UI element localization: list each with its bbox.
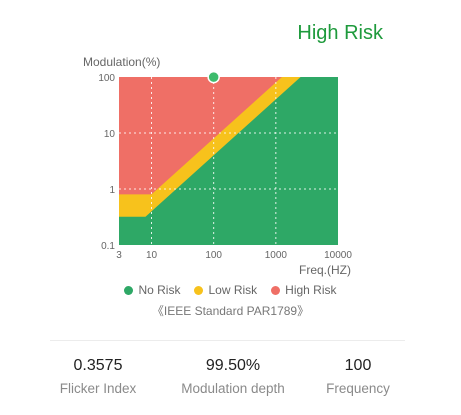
x-tick-label: 10 <box>146 250 158 261</box>
legend-item-low-risk: Low Risk <box>194 283 257 297</box>
metric-modulation-depth: 99.50% Modulation depth <box>181 357 285 396</box>
flicker-risk-chart: Modulation(%) 3 10 100 1000 10000 100 10 1 0.1 F… <box>83 55 352 277</box>
legend-dot-icon <box>194 285 204 295</box>
divider <box>50 340 405 341</box>
measured-point <box>207 70 220 84</box>
y-tick-label: 0.1 <box>101 241 115 252</box>
standard-reference: 《IEEE Standard PAR1789》 <box>151 304 310 318</box>
legend-item-no-risk: No Risk <box>124 283 180 297</box>
metric-value: 99.50% <box>205 357 261 374</box>
no-risk-region <box>119 77 338 245</box>
risk-status-title: High Risk <box>297 22 383 44</box>
legend-label: No Risk <box>138 283 181 297</box>
metric-value: 100 <box>344 357 372 374</box>
legend: No Risk Low Risk High Risk <box>0 283 461 297</box>
plot-area <box>119 70 338 245</box>
x-tick-label: 100 <box>205 250 222 261</box>
y-axis-label: Modulation(%) <box>83 55 160 69</box>
metric-flicker-index: 0.3575 Flicker Index <box>60 357 137 396</box>
chart-svg: Modulation(%) 3 10 100 1000 10000 100 10 1 0.1 F… <box>83 55 352 277</box>
x-tick-label: 1000 <box>265 250 288 261</box>
x-tick-label: 10000 <box>324 250 352 261</box>
legend-label: High Risk <box>285 283 337 297</box>
legend-dot-icon <box>271 285 281 295</box>
y-tick-label: 1 <box>109 185 115 196</box>
y-tick-label: 10 <box>104 129 116 140</box>
metric-label: Modulation depth <box>181 381 285 396</box>
tick-labels: 3 10 100 1000 10000 100 10 1 0.1 <box>98 73 352 261</box>
metric-frequency: 100 Frequency <box>326 357 390 396</box>
x-axis-label: Freq.(HZ) <box>299 263 351 277</box>
legend-dot-icon <box>124 285 134 295</box>
y-tick-label: 100 <box>98 73 115 84</box>
metrics-row: 0.3575 Flicker Index 99.50% Modulation d… <box>0 357 461 407</box>
metric-label: Frequency <box>326 381 390 396</box>
legend-label: Low Risk <box>208 283 258 297</box>
x-tick-label: 3 <box>116 250 122 261</box>
metric-value: 0.3575 <box>73 357 123 374</box>
metric-label: Flicker Index <box>59 381 137 396</box>
legend-item-high-risk: High Risk <box>271 283 337 297</box>
